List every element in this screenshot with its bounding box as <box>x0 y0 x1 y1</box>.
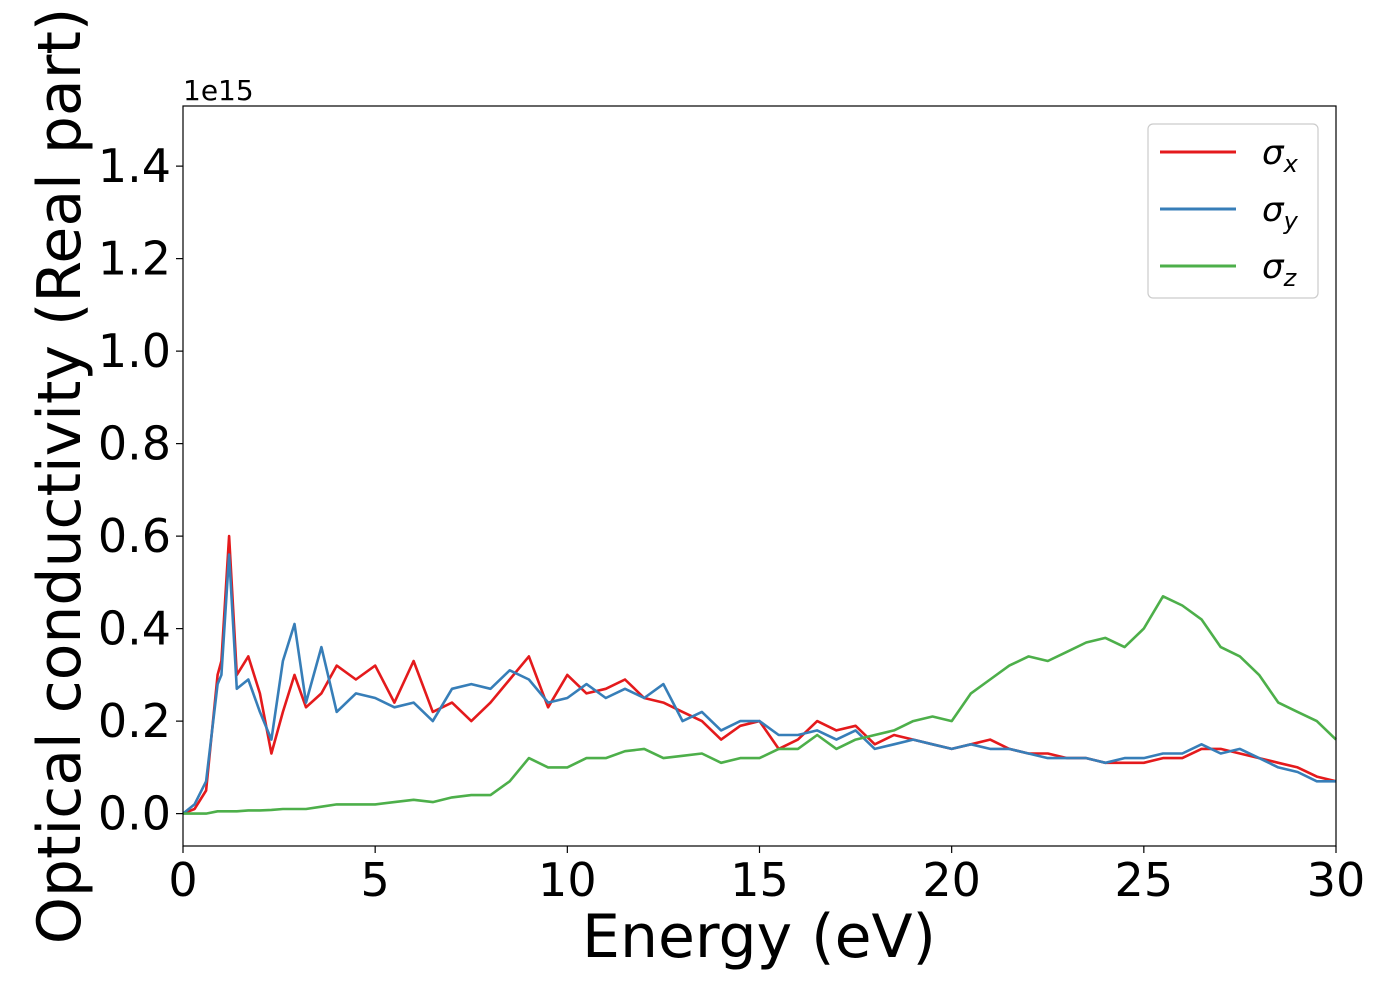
y-tick-label: 1.4 <box>98 139 171 193</box>
series-line-1 <box>182 534 1337 815</box>
x-axis-title: Energy (eV) <box>582 902 936 972</box>
y-tick-label: 1.2 <box>98 232 171 286</box>
legend-label-2: σy <box>1262 190 1299 235</box>
y-axis-ticks: 0.0 0.2 0.4 0.6 0.8 1.0 1.2 1.4 <box>98 139 183 841</box>
y-axis-title: Optical conductivity (Real part) <box>25 8 95 945</box>
legend: σx σy σz <box>1147 123 1319 299</box>
y-offset-label: 1e15 <box>183 74 254 107</box>
y-tick-label: 0.6 <box>98 509 171 563</box>
legend-label-1: σx <box>1262 133 1299 178</box>
series-line-2 <box>182 553 1336 815</box>
legend-box <box>1147 123 1319 299</box>
x-tick-label: 10 <box>538 853 597 907</box>
y-tick-label: 0.8 <box>98 417 171 471</box>
x-tick-label: 20 <box>922 853 981 907</box>
y-tick-label: 1.0 <box>98 324 171 378</box>
x-tick-label: 25 <box>1115 853 1174 907</box>
x-tick-label: 5 <box>361 853 390 907</box>
x-axis-ticks: 0 5 10 15 20 25 30 <box>168 846 1365 907</box>
x-tick-label: 15 <box>730 853 789 907</box>
legend-label-3: σz <box>1262 247 1298 292</box>
y-tick-label: 0.2 <box>98 694 171 748</box>
series-line-3 <box>183 594 1337 815</box>
series-lines <box>182 534 1337 815</box>
y-tick-label: 0.0 <box>98 787 171 841</box>
x-tick-label: 0 <box>168 853 197 907</box>
y-tick-label: 0.4 <box>98 602 171 656</box>
x-tick-label: 30 <box>1307 853 1366 907</box>
